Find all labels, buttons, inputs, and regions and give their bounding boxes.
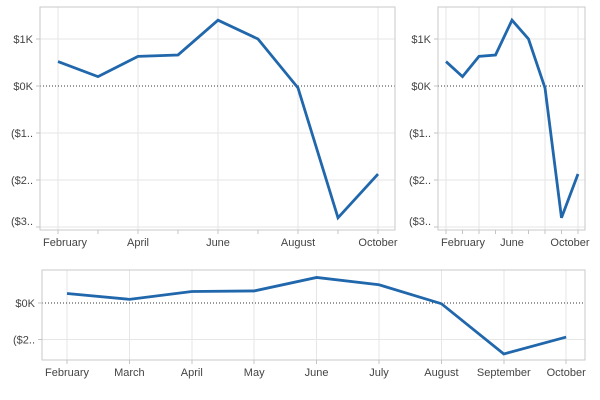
- chart-pane-bottom[interactable]: February March April May June July August Septe…: [0, 250, 600, 400]
- y-axis-label: ($2..: [409, 175, 431, 187]
- y-axis-label: ($1..: [11, 128, 33, 140]
- x-axis-label: September: [477, 367, 531, 379]
- x-axis-label: August: [281, 237, 315, 249]
- y-axis-label: $0K: [15, 298, 35, 310]
- x-axis-label: February: [441, 237, 486, 249]
- x-axis-label: June: [305, 367, 329, 379]
- y-axis-label: ($3..: [409, 216, 431, 228]
- x-axis-label: February: [43, 237, 88, 249]
- x-axis-label: October: [358, 237, 397, 249]
- x-axis-label: June: [500, 237, 524, 249]
- y-axis-label: $0K: [411, 81, 431, 93]
- series-line[interactable]: [445, 17, 580, 219]
- y-axis-label: ($3..: [11, 216, 33, 228]
- x-axis-label: May: [244, 367, 265, 379]
- y-axis-label: $1K: [13, 34, 33, 46]
- x-axis-label: June: [206, 237, 230, 249]
- x-axis-label: August: [424, 367, 458, 379]
- x-axis-label: March: [114, 367, 145, 379]
- x-axis-label: April: [127, 237, 149, 249]
- x-axis-label: October: [550, 237, 589, 249]
- y-axis-label: ($2..: [11, 175, 33, 187]
- y-axis-label: ($1..: [409, 128, 431, 140]
- chart-pane-top-right[interactable]: February June October $1K $0K ($1.. ($2.. ($3..: [400, 0, 600, 250]
- y-axis-label: $1K: [411, 34, 431, 46]
- x-axis-label: October: [547, 367, 586, 379]
- x-axis-label: July: [369, 367, 389, 379]
- chart-pane-top-left[interactable]: February April June August October $1K $0K ($1.…: [0, 0, 400, 250]
- series-line[interactable]: [57, 18, 380, 221]
- plot-border: [41, 269, 586, 361]
- series-line[interactable]: [66, 276, 567, 356]
- x-axis-label: April: [181, 367, 203, 379]
- x-axis-label: February: [45, 367, 90, 379]
- y-axis-label: $0K: [13, 81, 33, 93]
- y-axis-label: ($2..: [13, 334, 35, 346]
